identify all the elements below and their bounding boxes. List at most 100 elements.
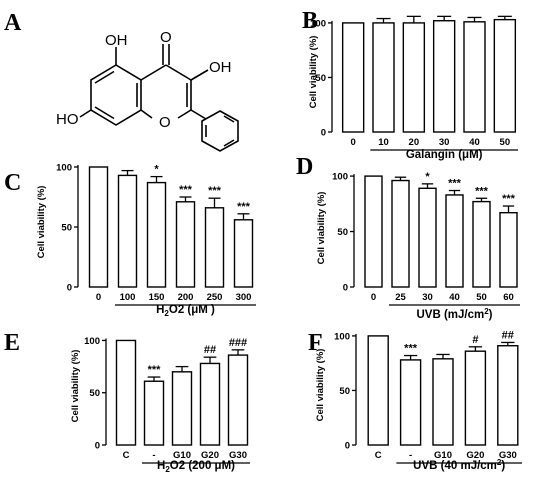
x-tick-label: 0 bbox=[96, 292, 101, 303]
panel-letter: D bbox=[296, 154, 313, 180]
bar bbox=[341, 22, 365, 133]
bar bbox=[117, 174, 138, 288]
x-tick-label: - bbox=[152, 450, 155, 461]
y-tick-label: 50 bbox=[61, 223, 72, 234]
x-tick-label: 60 bbox=[503, 292, 514, 303]
panel-letter: F bbox=[308, 330, 323, 356]
significance-label: *** bbox=[502, 193, 516, 205]
y-tick-label: 100 bbox=[56, 163, 72, 174]
panel-letter: A bbox=[4, 10, 22, 36]
atom-oh-top: OH bbox=[105, 32, 128, 49]
bar bbox=[367, 335, 389, 446]
x-axis-label: UVB (mJ/cm2​) bbox=[416, 307, 492, 321]
x-tick-label: 0 bbox=[371, 292, 376, 303]
significance-label: ## bbox=[502, 329, 514, 341]
y-tick-label: 0 bbox=[67, 283, 72, 294]
bar bbox=[146, 181, 167, 288]
x-tick-label: G30 bbox=[499, 450, 517, 461]
x-tick-label: 10 bbox=[378, 137, 389, 148]
bar bbox=[499, 211, 518, 288]
y-tick-label: 0 bbox=[95, 441, 100, 452]
y-tick-label: 50 bbox=[339, 386, 350, 397]
bar bbox=[497, 345, 519, 446]
bar bbox=[175, 201, 196, 288]
x-axis-label: H2​O2 (μM ) bbox=[156, 304, 215, 318]
atom-o-keto: O bbox=[160, 29, 172, 46]
bar bbox=[493, 18, 517, 133]
y-tick-label: 0 bbox=[343, 283, 348, 294]
molecule-structure bbox=[79, 44, 239, 152]
bar bbox=[463, 21, 486, 133]
bar bbox=[199, 362, 221, 446]
x-tick-label: 30 bbox=[439, 137, 450, 148]
x-tick-label: 200 bbox=[178, 292, 194, 303]
x-tick-label: 30 bbox=[422, 292, 433, 303]
bar bbox=[204, 207, 225, 288]
x-tick-label: 40 bbox=[469, 137, 480, 148]
panel-letter: E bbox=[4, 330, 20, 356]
x-tick-label: G10 bbox=[173, 450, 191, 461]
x-tick-label: 40 bbox=[449, 292, 460, 303]
bar bbox=[402, 22, 426, 133]
significance-label: ## bbox=[204, 344, 216, 356]
atom-oh-right: OH bbox=[209, 59, 232, 76]
significance-label: *** bbox=[237, 201, 251, 213]
significance-label: *** bbox=[448, 178, 462, 190]
y-axis-label: Cell viability (%) bbox=[36, 186, 47, 259]
x-tick-label: G10 bbox=[434, 450, 452, 461]
x-tick-label: 250 bbox=[207, 292, 223, 303]
atom-ho-left: HO bbox=[56, 111, 79, 128]
y-tick-label: 50 bbox=[315, 73, 326, 84]
bar bbox=[233, 219, 254, 288]
bar bbox=[171, 371, 193, 446]
y-axis-label: Cell viability (%) bbox=[308, 36, 319, 109]
x-tick-label: 50 bbox=[500, 137, 511, 148]
x-tick-label: 50 bbox=[476, 292, 487, 303]
significance-label: * bbox=[154, 164, 159, 176]
bar bbox=[115, 339, 137, 446]
panel-letter: C bbox=[4, 170, 21, 196]
bar bbox=[227, 354, 249, 446]
y-tick-label: 100 bbox=[332, 172, 348, 183]
y-axis-label: Cell viability (%) bbox=[315, 349, 326, 422]
y-axis-label: Cell viability (%) bbox=[316, 192, 327, 265]
panel-b: B 0 50 100 Cell viability (%) 0 10 20 30 40 50 Gala… bbox=[302, 8, 518, 161]
panel-letter: B bbox=[302, 8, 318, 34]
x-tick-label: 25 bbox=[395, 292, 406, 303]
atom-o-ring: O bbox=[159, 114, 171, 131]
bar bbox=[464, 350, 487, 446]
panel-d: D 0 50 100 Cell viability (%) 0 25 * 30 *** 40 *** 5… bbox=[296, 154, 520, 321]
significance-label: * bbox=[425, 171, 430, 183]
bar bbox=[432, 20, 456, 133]
significance-label: *** bbox=[148, 364, 162, 376]
x-axis-label: UVB (40 mJ/cm2​) bbox=[413, 458, 505, 472]
bar bbox=[372, 22, 395, 133]
x-axis-label: Galangin (μM) bbox=[406, 149, 483, 161]
panel-c: C 0 50 100 Cell viability (%) 0 100 * 150 *** 200 *… bbox=[4, 163, 256, 318]
y-tick-label: 100 bbox=[84, 336, 100, 347]
bar bbox=[391, 179, 410, 288]
y-tick-label: 50 bbox=[337, 227, 348, 238]
y-tick-label: 0 bbox=[345, 441, 350, 452]
y-tick-label: 50 bbox=[89, 388, 100, 399]
bar bbox=[88, 166, 109, 288]
x-tick-label: 150 bbox=[149, 292, 165, 303]
bar bbox=[472, 200, 491, 288]
x-tick-label: - bbox=[409, 450, 412, 461]
x-tick-label: G30 bbox=[229, 450, 247, 461]
y-tick-label: 100 bbox=[334, 331, 350, 342]
bar bbox=[418, 187, 437, 288]
panel-f: F 0 50 100 Cell viability (%) C *** - G10 # G20 ## G… bbox=[308, 329, 522, 472]
significance-label: *** bbox=[179, 184, 193, 196]
x-tick-label: 0 bbox=[351, 137, 356, 148]
x-tick-label: 300 bbox=[236, 292, 252, 303]
significance-label: # bbox=[472, 334, 478, 346]
bar bbox=[432, 358, 454, 446]
x-axis-label: H2​O2 (200 μM) bbox=[157, 460, 235, 474]
x-tick-label: 100 bbox=[120, 292, 136, 303]
panel-a: A bbox=[4, 10, 239, 152]
bar bbox=[445, 194, 464, 288]
x-tick-label: C bbox=[123, 450, 130, 461]
